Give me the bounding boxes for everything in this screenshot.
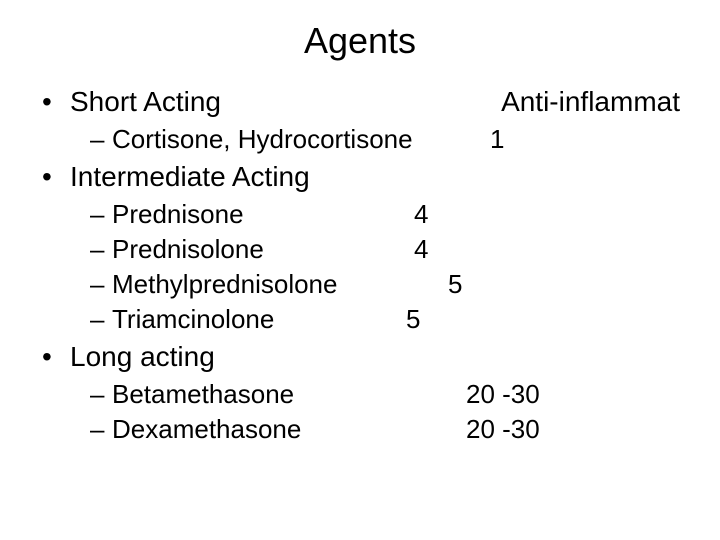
dash-icon: – <box>90 414 112 445</box>
section-heading: Long acting <box>70 341 215 373</box>
item-value: 4 <box>414 234 428 265</box>
item-name: Betamethasone <box>112 379 294 410</box>
dash-icon: – <box>90 234 112 265</box>
section-bullet: • Short Acting <box>30 86 221 118</box>
list-item: – Dexamethasone 20 -30 <box>30 414 690 445</box>
item-name: Prednisolone <box>112 234 264 265</box>
list-item: – Triamcinolone 5 <box>30 304 690 335</box>
item-name: Methylprednisolone <box>112 269 337 300</box>
item-name: Triamcinolone <box>112 304 274 335</box>
item-value: 5 <box>448 269 462 300</box>
item-value: 5 <box>406 304 420 335</box>
dash-icon: – <box>90 379 112 410</box>
slide-title: Agents <box>30 20 690 62</box>
item-name: Cortisone, Hydrocortisone <box>112 124 413 155</box>
bullet-dot: • <box>42 161 70 193</box>
section-bullet: • Intermediate Acting <box>30 161 310 193</box>
column-header: Anti-inflammat <box>501 86 690 118</box>
list-item: – Cortisone, Hydrocortisone 1 <box>30 124 690 155</box>
list-item: – Betamethasone 20 -30 <box>30 379 690 410</box>
dash-icon: – <box>90 124 112 155</box>
item-value: 20 -30 <box>466 414 540 445</box>
section-heading: Short Acting <box>70 86 221 118</box>
list-item: – Prednisone 4 <box>30 199 690 230</box>
item-value: 1 <box>490 124 504 155</box>
dash-icon: – <box>90 269 112 300</box>
dash-icon: – <box>90 199 112 230</box>
item-name: Dexamethasone <box>112 414 301 445</box>
dash-icon: – <box>90 304 112 335</box>
section-header-row: • Intermediate Acting <box>30 161 690 193</box>
section-heading: Intermediate Acting <box>70 161 310 193</box>
item-value: 4 <box>414 199 428 230</box>
item-value: 20 -30 <box>466 379 540 410</box>
section-bullet: • Long acting <box>30 341 215 373</box>
section-header-row: • Long acting <box>30 341 690 373</box>
bullet-dot: • <box>42 341 70 373</box>
list-item: – Methylprednisolone 5 <box>30 269 690 300</box>
bullet-dot: • <box>42 86 70 118</box>
list-item: – Prednisolone 4 <box>30 234 690 265</box>
section-header-row: • Short Acting Anti-inflammat <box>30 86 690 118</box>
item-name: Prednisone <box>112 199 244 230</box>
